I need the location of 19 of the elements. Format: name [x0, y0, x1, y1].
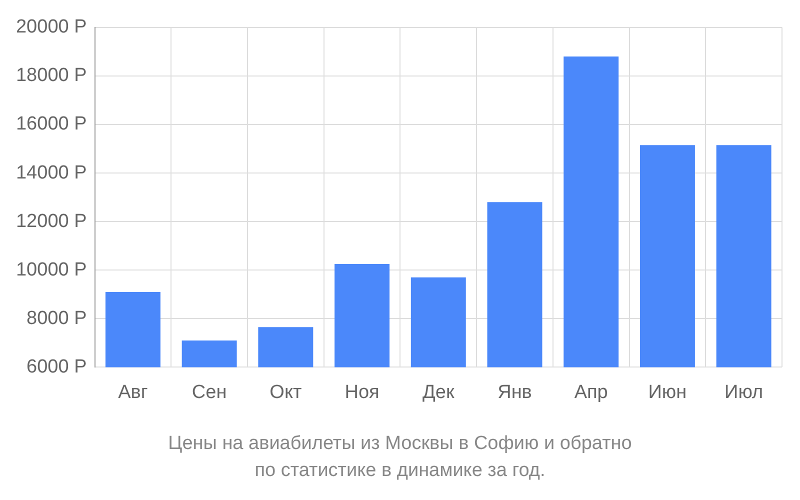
y-tick-label: 10000 Р: [16, 259, 87, 280]
x-tick-label: Сен: [192, 382, 227, 403]
x-tick-label: Апр: [574, 382, 608, 403]
x-tick-label: Июл: [724, 382, 764, 403]
x-tick-label: Окт: [270, 382, 302, 403]
text: Цены на авиабилеты из Москвы в Софию и обратно: [167, 432, 633, 456]
x-tick-label: Ноя: [344, 382, 380, 403]
x-tick-label: Авг: [118, 382, 148, 403]
y-tick-label: 14000 Р: [16, 162, 87, 184]
text: по статистике в динамике за год.: [254, 459, 546, 483]
y-tick-label: 16000 Р: [16, 114, 87, 135]
x-tick-label: Июн: [648, 382, 687, 403]
y-tick-label: 6000 Р: [26, 356, 87, 378]
y-tick-label: 12000 Р: [16, 210, 87, 232]
y-tick-label: 18000 Р: [16, 65, 87, 86]
y-tick-label: 20000 Р: [16, 16, 87, 38]
x-tick-label: Янв: [498, 382, 532, 403]
x-tick-label: Дек: [422, 382, 455, 403]
y-tick-label: 8000 Р: [26, 308, 87, 329]
